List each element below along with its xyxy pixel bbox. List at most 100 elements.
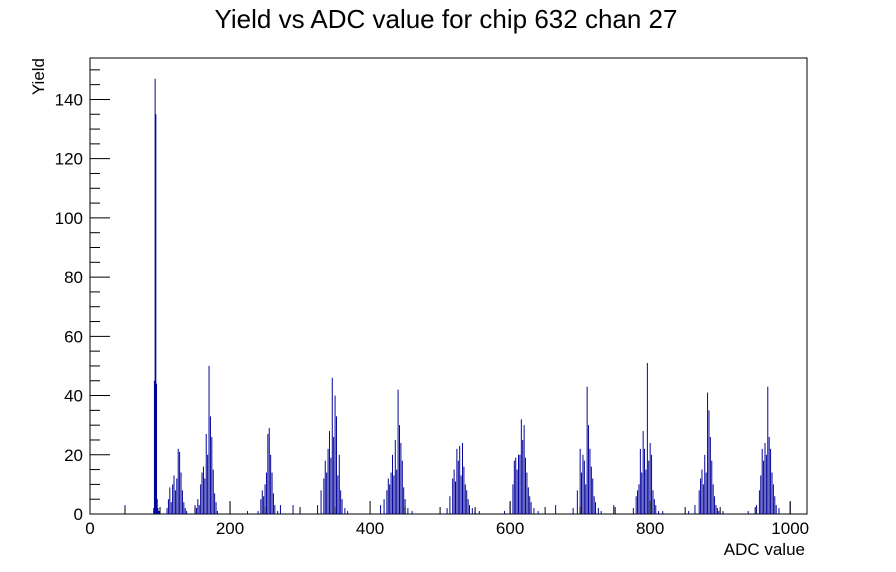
histogram-bar <box>525 457 527 514</box>
histogram-bar <box>662 511 664 514</box>
histogram-bar <box>195 508 197 514</box>
histogram-bar <box>341 499 343 514</box>
histogram-bar <box>708 410 710 514</box>
histogram-bar <box>180 472 182 514</box>
histogram-bar <box>274 505 276 514</box>
histogram-bar <box>523 425 525 514</box>
histogram-bar <box>518 454 520 514</box>
histogram-bar <box>513 460 515 514</box>
histogram-bar <box>205 434 207 514</box>
histogram-bar <box>207 454 209 514</box>
histogram-bar <box>478 511 480 514</box>
histogram-bars <box>124 78 791 514</box>
histogram-bar <box>156 383 158 514</box>
histogram-bar <box>709 437 711 514</box>
histogram-bar <box>583 460 585 514</box>
histogram-bar <box>644 448 646 514</box>
histogram-bar <box>198 505 200 514</box>
histogram-bar <box>261 490 263 514</box>
histogram-bar <box>767 386 769 514</box>
histogram-bar <box>394 439 396 514</box>
histogram-bar <box>516 469 518 514</box>
y-axis-ticks: 0 20 40 60 80 100 120 140 <box>55 69 110 524</box>
histogram-bar <box>592 478 594 514</box>
histogram-bar <box>399 425 400 514</box>
histogram-bar <box>157 508 159 514</box>
histogram-bar <box>639 448 641 514</box>
histogram-bar <box>771 472 773 514</box>
histogram-bar <box>202 466 204 514</box>
histogram-bar <box>582 454 584 514</box>
histogram-bar <box>277 511 279 514</box>
histogram-bar <box>462 442 463 514</box>
histogram-bar <box>590 466 592 514</box>
histogram-bar <box>176 478 178 514</box>
histogram-bar <box>411 511 413 514</box>
x-tick-label: 0 <box>85 519 94 538</box>
histogram-bar <box>459 445 461 514</box>
histogram-bar <box>393 475 395 514</box>
histogram-bar <box>460 475 462 514</box>
histogram-bar <box>172 484 174 514</box>
histogram-bar <box>340 490 342 514</box>
x-tick-label: 400 <box>356 519 384 538</box>
y-tick-label: 140 <box>55 90 83 109</box>
histogram-bar <box>404 499 406 514</box>
histogram-bar <box>179 451 181 514</box>
histogram-bar <box>635 496 637 514</box>
histogram-bar <box>449 496 451 514</box>
histogram-bar <box>183 502 185 514</box>
histogram-bar <box>704 454 706 514</box>
histogram-bar <box>200 484 202 514</box>
histogram-bar <box>530 502 532 514</box>
histogram-bar <box>464 484 466 514</box>
y-tick-label: 120 <box>55 150 83 169</box>
y-tick-label: 60 <box>64 327 83 346</box>
histogram-bar <box>763 460 765 514</box>
histogram-bar <box>271 472 273 514</box>
histogram-bar <box>184 508 186 514</box>
histogram-bar <box>537 511 539 514</box>
histogram-bar <box>747 511 749 514</box>
y-tick-label: 100 <box>55 209 83 228</box>
histogram-bar <box>688 511 690 514</box>
histogram-bar <box>471 508 473 514</box>
histogram-bar <box>597 508 599 514</box>
histogram-bar <box>347 511 349 514</box>
histogram-bar <box>383 499 385 514</box>
histogram-bar <box>401 460 403 514</box>
histogram-bar <box>389 484 391 514</box>
histogram-bar <box>453 469 455 514</box>
histogram-bar <box>705 472 707 514</box>
histogram-bar <box>380 505 382 514</box>
histogram-bar <box>279 505 281 514</box>
histogram-bar <box>197 499 199 514</box>
histogram-bar <box>632 508 634 514</box>
histogram-bar <box>761 448 763 514</box>
histogram-bar <box>201 472 203 514</box>
histogram-bar <box>272 493 274 514</box>
histogram-bar <box>154 78 156 514</box>
histogram-bar <box>715 505 717 514</box>
histogram-bar <box>463 466 465 514</box>
histogram-bar <box>338 454 340 514</box>
histogram-bar <box>324 460 326 514</box>
histogram-bar <box>181 490 183 514</box>
histogram-bar <box>328 431 330 514</box>
histogram-bar <box>170 502 172 514</box>
y-axis-label: Yield <box>29 58 48 95</box>
histogram-bar <box>292 505 294 514</box>
histogram-bar <box>264 484 266 514</box>
histogram-bar <box>651 454 653 514</box>
histogram-bar <box>403 487 405 514</box>
histogram-bar <box>698 490 700 514</box>
histogram-bar <box>268 428 270 514</box>
histogram-bar <box>158 511 160 514</box>
histogram-bar <box>335 416 337 514</box>
histogram-bar <box>400 442 402 514</box>
histogram-bar <box>648 460 650 514</box>
histogram-bar <box>718 511 720 514</box>
histogram-bar <box>457 460 459 514</box>
histogram-bar <box>407 508 409 514</box>
